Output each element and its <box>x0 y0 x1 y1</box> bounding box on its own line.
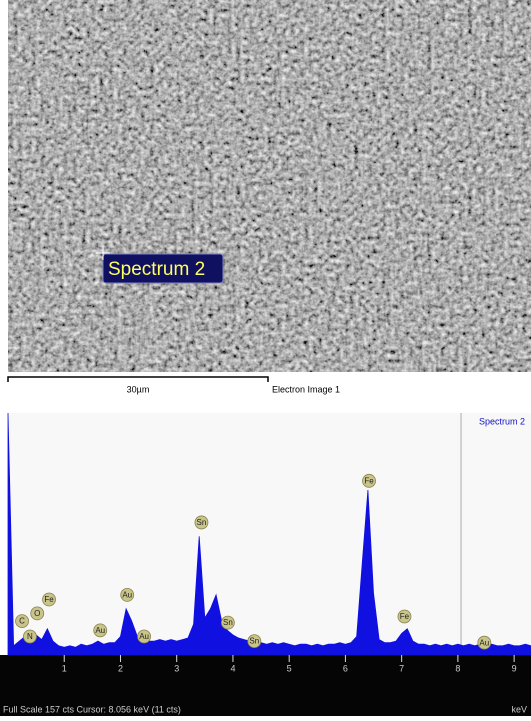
status-text: Full Scale 157 cts Cursor: 8.056 keV (11… <box>3 704 181 714</box>
spectrum-title: Spectrum 2 <box>479 416 525 426</box>
scale-label: 30µm <box>127 384 150 394</box>
peak-label: O <box>34 609 40 618</box>
x-tick-label: 1 <box>62 663 67 673</box>
x-axis-label: keV <box>511 704 527 714</box>
plot-area <box>8 413 531 655</box>
peak-label: Au <box>139 632 149 641</box>
image-caption: Electron Image 1 <box>272 384 340 394</box>
peak-label: Au <box>122 590 132 599</box>
x-tick-label: 3 <box>174 663 179 673</box>
peak-label: Fe <box>400 612 410 621</box>
peak-label: Sn <box>197 518 207 527</box>
peak-label: Au <box>479 638 489 647</box>
figure: Spectrum 2 30µm Electron Image 1 Spectru… <box>0 0 531 716</box>
x-tick-label: 7 <box>399 663 404 673</box>
peak-label: Au <box>95 626 105 635</box>
spectrum-marker-label: Spectrum 2 <box>108 259 205 280</box>
electron-image-texture <box>8 0 531 372</box>
peak-label: Sn <box>223 618 233 627</box>
peak-label: Fe <box>364 476 374 485</box>
peak-label: C <box>19 617 25 626</box>
x-tick-label: 9 <box>512 663 517 673</box>
page: {"image": {"label": "Spectrum 2", "scale… <box>0 0 531 716</box>
peak-label: Fe <box>44 595 54 604</box>
x-tick-label: 6 <box>343 663 348 673</box>
x-tick-label: 2 <box>118 663 123 673</box>
peak-label: Sn <box>249 637 259 646</box>
x-tick-label: 4 <box>230 663 235 673</box>
x-tick-label: 8 <box>455 663 460 673</box>
x-tick-label: 5 <box>287 663 292 673</box>
peak-label: N <box>27 632 33 641</box>
scale-bar <box>8 377 268 382</box>
